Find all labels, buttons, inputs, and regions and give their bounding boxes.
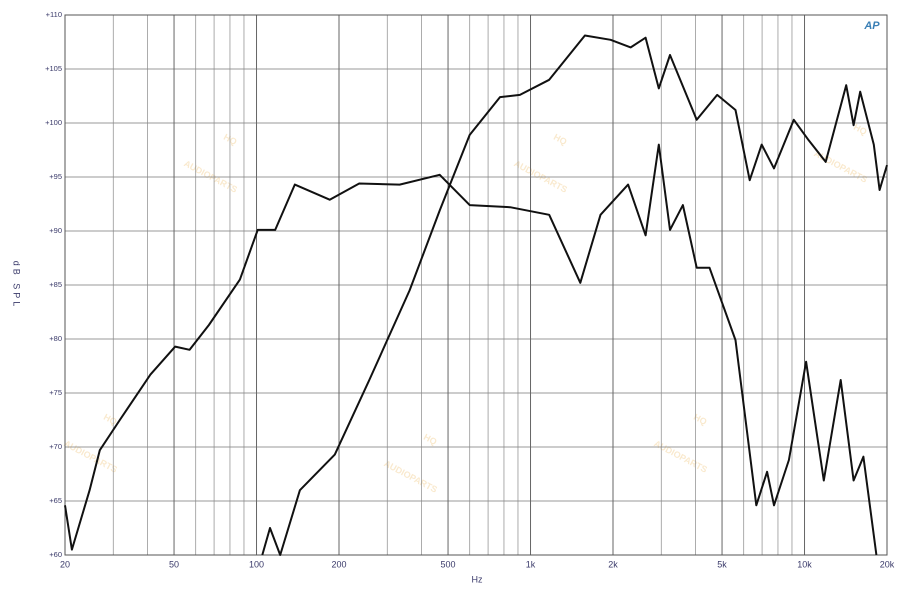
x-tick-label: 50 xyxy=(169,559,179,569)
y-tick-label: +65 xyxy=(49,496,62,505)
y-tick-label: +60 xyxy=(49,550,62,559)
x-tick-label: 200 xyxy=(331,559,346,569)
x-tick-label: 2k xyxy=(608,559,618,569)
response-curve xyxy=(261,34,888,556)
response-curve xyxy=(64,143,878,556)
logo: AP xyxy=(863,20,880,32)
y-tick-label: +105 xyxy=(45,64,62,73)
y-axis-label: dB SPL xyxy=(12,261,22,310)
x-tick-label: 5k xyxy=(717,559,727,569)
y-tick-label: +95 xyxy=(49,172,62,181)
x-tick-label: 20k xyxy=(880,559,895,569)
labels: +60 +65 +70 +75 +80 +85 +90 +95 +100 +105 +110 20 50… xyxy=(45,10,895,569)
y-tick-label: +110 xyxy=(46,10,62,19)
y-tick-label: +80 xyxy=(49,334,62,343)
lines xyxy=(64,34,888,556)
x-tick-label: 100 xyxy=(249,559,264,569)
x-tick-label: 10k xyxy=(797,559,812,569)
y-tick-label: +70 xyxy=(49,442,62,451)
x-tick-label: 20 xyxy=(60,559,70,569)
y-tick-label: +90 xyxy=(49,226,62,235)
x-tick-label: 500 xyxy=(441,559,456,569)
y-tick-label: +85 xyxy=(49,280,62,289)
y-tick-label: +100 xyxy=(45,118,62,127)
plot-frame xyxy=(64,14,888,556)
x-axis-label: Hz xyxy=(472,574,483,584)
x-tick-label: 1k xyxy=(526,559,536,569)
y-tick-label: +75 xyxy=(49,388,62,397)
